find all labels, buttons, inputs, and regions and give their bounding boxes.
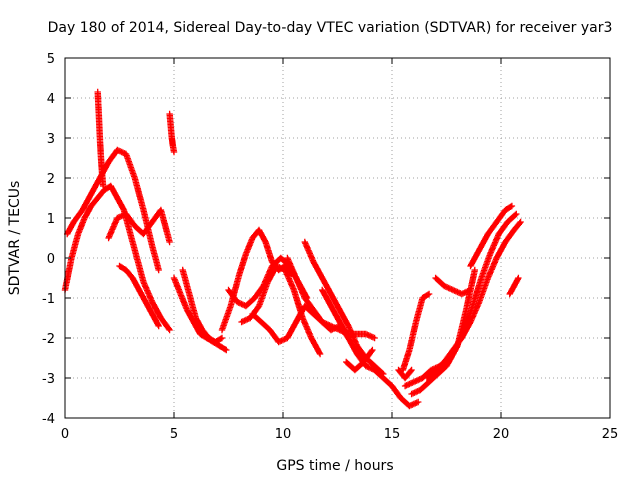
data-marks	[64, 146, 162, 274]
data-marks	[179, 266, 226, 346]
data-marks	[105, 206, 173, 246]
data-marks	[423, 218, 524, 382]
tick-layer: 0 5 10 15 20 25 -4 -3 -2 -1 0 1 2 3 4 5	[42, 52, 618, 442]
series-arc-20	[423, 218, 524, 382]
data-marks	[166, 110, 178, 156]
series-arc-6	[166, 110, 178, 156]
x-tick-label: 20	[493, 427, 510, 442]
plot-frame	[64, 57, 611, 419]
series-arc-22	[467, 202, 516, 270]
data-marks	[395, 366, 415, 382]
x-tick-label: 0	[61, 427, 69, 442]
chart-title: Day 180 of 2014, Sidereal Day-to-day VTE…	[48, 20, 613, 36]
y-tick-label: -4	[42, 412, 55, 427]
series-arc-3	[94, 88, 107, 190]
data-marks	[343, 346, 376, 374]
series-arc-14	[301, 238, 387, 378]
series-arc-23	[506, 274, 522, 298]
series-arc-5	[116, 262, 162, 330]
y-tick-label: 3	[47, 132, 55, 147]
x-tick-label: 15	[384, 427, 401, 442]
y-tick-label: 1	[47, 212, 55, 227]
series-arc-8	[179, 266, 226, 346]
y-tick-label: -1	[42, 292, 55, 307]
x-tick-label: 25	[602, 427, 619, 442]
x-tick-label: 10	[275, 427, 292, 442]
y-tick-label: 0	[47, 252, 55, 267]
series-arc-4	[105, 206, 173, 246]
series-arc-21	[432, 274, 474, 298]
grid-layer	[65, 58, 610, 418]
data-marks	[238, 262, 324, 358]
x-tick-label: 5	[170, 427, 178, 442]
series-arc-11	[238, 262, 324, 358]
series-arc-2	[64, 146, 162, 274]
y-tick-label: -2	[42, 332, 55, 347]
y-tick-label: -3	[42, 372, 55, 387]
x-axis-label: GPS time / hours	[276, 458, 393, 474]
data-marks	[94, 88, 107, 190]
data-marks	[116, 262, 162, 330]
series-arc-19	[408, 210, 520, 398]
y-tick-label: 5	[47, 52, 55, 67]
y-axis-label: SDTVAR / TECUs	[7, 181, 23, 296]
data-marks	[432, 274, 474, 298]
series-arc-16	[343, 346, 376, 374]
data-marks	[301, 238, 387, 378]
series-arc-17	[399, 290, 433, 374]
data-marks	[506, 274, 522, 298]
series-arc-24	[395, 366, 415, 382]
y-tick-label: 2	[47, 172, 55, 187]
y-tick-label: 4	[47, 92, 55, 107]
data-marks	[408, 210, 520, 398]
data-marks	[319, 286, 422, 410]
data-layer	[61, 88, 524, 410]
data-marks	[467, 202, 516, 270]
series-arc-15	[319, 286, 422, 410]
data-marks	[399, 290, 433, 374]
